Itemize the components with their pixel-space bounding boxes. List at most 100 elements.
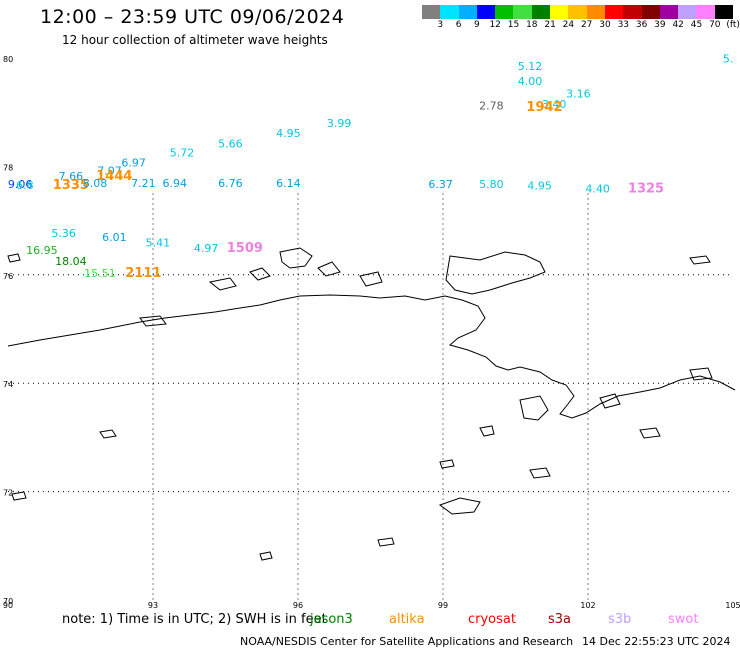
coastline-inlet	[445, 251, 546, 295]
island-17	[377, 537, 395, 547]
color-scale-tick: 24	[562, 20, 575, 30]
coastline	[7, 247, 736, 561]
color-swatch	[458, 5, 477, 19]
latitude-label: 78	[3, 163, 13, 172]
island-3	[208, 277, 237, 291]
wave-height-label: 3.16	[566, 88, 591, 101]
color-scale-tick: (ft)	[726, 20, 740, 30]
color-scale-tick: 9	[474, 20, 480, 30]
island-8	[479, 425, 495, 437]
color-scale-tick: 15	[507, 20, 520, 30]
island-16	[439, 459, 455, 469]
wave-height-label: 6.8	[16, 179, 34, 192]
color-swatch	[586, 5, 605, 19]
latitude-label: 72	[3, 489, 13, 498]
color-scale-tick: 21	[544, 20, 556, 30]
color-scale-tick: 45	[690, 20, 703, 30]
observation-time-label: 1444	[96, 169, 132, 184]
page-subtitle: 12 hour collection of altimeter wave hei…	[62, 33, 328, 47]
island-7	[438, 497, 481, 515]
wave-height-label: 2.78	[479, 99, 504, 112]
color-scale-tick: 36	[635, 20, 648, 30]
wave-height-label: 7.21	[131, 177, 156, 190]
color-scale-tick: 27	[580, 20, 593, 30]
longitude-label: 93	[148, 601, 158, 610]
color-scale-ticks: 3 6 9 12 15 18 21 24 27 30 33 36 39 42 45 70 (ft)	[422, 20, 740, 32]
latitude-label: 80	[3, 55, 13, 64]
color-swatch	[440, 5, 459, 19]
observation-time-label: 1335	[53, 178, 89, 193]
island-19	[599, 393, 621, 409]
color-swatch	[495, 5, 514, 19]
wave-height-label: 7.07	[97, 165, 122, 178]
island-4	[317, 261, 341, 277]
color-scale-tick: 42	[672, 20, 684, 30]
color-swatch	[568, 5, 587, 19]
observation-time-label: 2111	[125, 266, 161, 281]
longitude-label: 90	[3, 601, 13, 610]
color-swatch	[696, 5, 715, 19]
island-18	[259, 551, 273, 561]
color-swatch	[513, 5, 532, 19]
wave-height-label: 6.37	[428, 178, 453, 191]
color-swatch	[623, 5, 642, 19]
island-2	[249, 267, 271, 281]
island-13	[639, 427, 661, 439]
longitude-label: 105	[725, 601, 740, 610]
wave-height-label: 4.95	[527, 180, 552, 193]
wave-height-label: 4.97	[194, 242, 219, 255]
page-title: 12:00 – 23:59 UTC 09/06/2024	[40, 6, 345, 28]
longitude-label: 99	[438, 601, 448, 610]
wave-height-label: 8.08	[83, 177, 108, 190]
wave-height-label: 7.66	[59, 170, 84, 183]
color-swatch	[659, 5, 679, 19]
wave-height-label: 9.06	[8, 178, 33, 191]
color-scale-bar	[422, 5, 734, 19]
credit-timestamp: 14 Dec 22:55:23 UTC 2024	[582, 635, 731, 648]
coastline-mainland	[7, 294, 736, 419]
color-scale-tick: 12	[489, 20, 501, 30]
wave-height-label: 4.00	[518, 75, 543, 88]
color-swatch	[422, 5, 441, 19]
latitude-label: 70	[3, 597, 13, 606]
credit-text: NOAA/NESDIS Center for Satellite Applica…	[240, 635, 574, 648]
island-14	[7, 253, 21, 263]
satellite-legend-s3a: s3a	[548, 612, 572, 627]
island-6	[519, 395, 549, 421]
color-swatch	[531, 5, 551, 19]
satellite-legend-cryosat: cryosat	[468, 612, 516, 627]
wave-height-label: 3.99	[327, 117, 352, 130]
satellite-legend-jason3: jason3	[310, 612, 353, 627]
wave-height-label: 6.01	[102, 231, 127, 244]
wave-height-label: 4.40	[585, 182, 610, 195]
color-scale-tick: 70	[709, 20, 721, 30]
wave-height-label: 6.14	[276, 177, 301, 190]
wave-height-label: 6.76	[218, 177, 243, 190]
footer-note: note: 1) Time is in UTC; 2) SWH is in fe…	[62, 612, 327, 627]
island-12	[689, 367, 713, 381]
color-scale-tick: 3	[437, 20, 444, 30]
color-scale-tick: 6	[455, 20, 462, 30]
color-scale-tick: 18	[526, 20, 538, 30]
island-1	[279, 247, 313, 269]
map-grid	[8, 193, 733, 600]
island-10	[11, 491, 27, 501]
longitude-label: 96	[293, 601, 303, 610]
color-swatch	[550, 5, 569, 19]
wave-height-label: 5.12	[518, 60, 543, 73]
island-11	[529, 467, 551, 479]
color-swatch	[678, 5, 697, 19]
color-swatch	[604, 5, 624, 19]
color-scale-tick: 30	[599, 20, 611, 30]
latitude-label: 74	[3, 380, 13, 389]
wave-height-label: 5.	[723, 52, 734, 65]
color-swatch	[476, 5, 496, 19]
wave-height-label: 15.51	[84, 267, 116, 280]
island-9	[99, 429, 117, 439]
wave-height-label: 16.95	[26, 244, 58, 257]
color-swatch	[714, 5, 734, 19]
wave-height-label: 18.04	[55, 255, 87, 268]
